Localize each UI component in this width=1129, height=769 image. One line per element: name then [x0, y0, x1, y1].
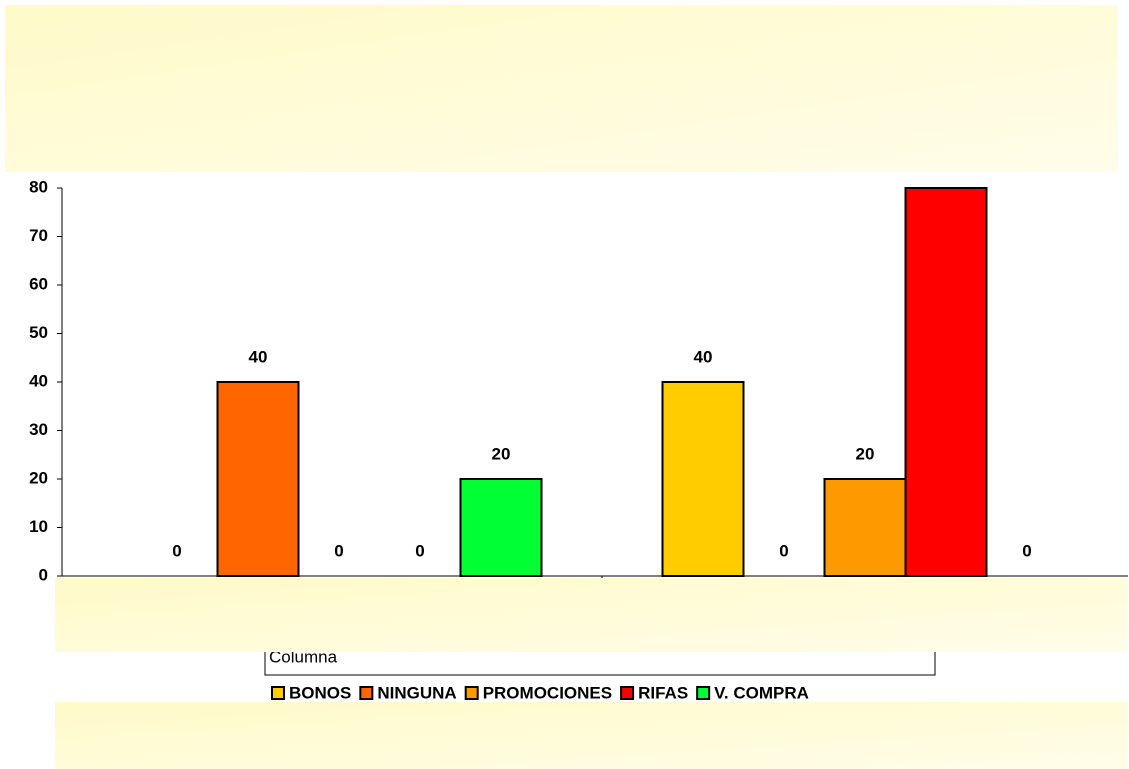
bar	[459, 478, 543, 577]
y-tick-label: 40	[29, 371, 48, 390]
data-label: 20	[856, 444, 875, 463]
data-label: 0	[1022, 541, 1031, 560]
data-label: 0	[779, 541, 788, 560]
overlay	[5, 5, 1118, 172]
data-label: 20	[492, 444, 511, 463]
legend-label: NINGUNA	[377, 683, 456, 702]
legend-swatch	[620, 686, 635, 700]
legend-label: RIFAS	[638, 683, 688, 702]
x-axis-label: Columna	[269, 647, 338, 666]
data-label: 0	[334, 541, 343, 560]
plot: 01020304050607080040002040020800ColumnaB…	[29, 153, 1128, 702]
legend-label: PROMOCIONES	[483, 683, 612, 702]
legend-label: BONOS	[289, 683, 351, 702]
bar	[823, 478, 907, 577]
overlay	[55, 702, 1128, 769]
y-tick-label: 70	[29, 226, 48, 245]
legend-swatch	[696, 686, 711, 700]
bar	[216, 381, 300, 577]
y-tick-label: 0	[39, 565, 48, 584]
legend-swatch	[464, 686, 479, 700]
y-tick-label: 60	[29, 274, 48, 293]
y-tick-label: 20	[29, 468, 48, 487]
overlay	[55, 578, 1128, 652]
y-tick-label: 80	[29, 177, 48, 196]
data-label: 0	[415, 541, 424, 560]
bar	[904, 187, 988, 577]
y-tick-label: 10	[29, 517, 48, 536]
legend-swatch	[359, 686, 374, 700]
legend-swatch	[271, 686, 285, 700]
data-label: 0	[172, 541, 181, 560]
data-label: 40	[249, 347, 268, 366]
data-label: 40	[694, 347, 713, 366]
bar	[661, 381, 745, 577]
y-tick-label: 50	[29, 323, 48, 342]
y-tick-label: 30	[29, 420, 48, 439]
legend-label: V. COMPRA	[714, 683, 809, 702]
